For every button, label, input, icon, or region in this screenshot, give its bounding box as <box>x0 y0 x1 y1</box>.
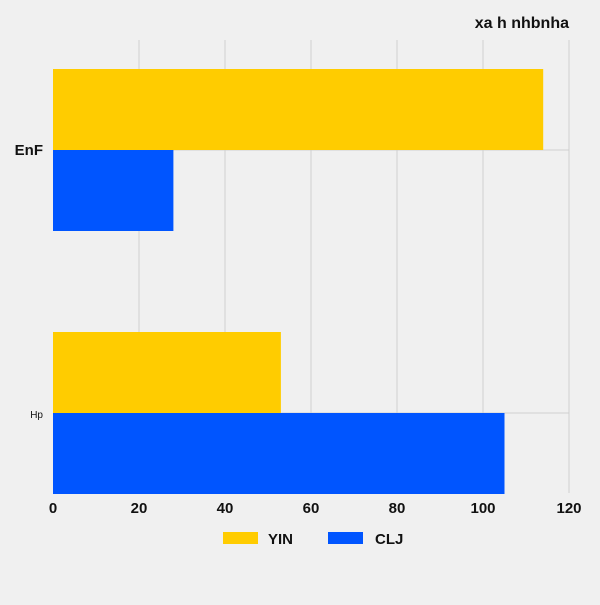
x-tick-label: 60 <box>303 500 320 517</box>
bars <box>53 69 544 494</box>
x-tick-label: 20 <box>131 500 148 517</box>
category-label: EnF <box>15 142 43 159</box>
bar-clj-enf <box>53 150 174 231</box>
x-tick-label: 100 <box>470 500 495 517</box>
category-label: Hp <box>30 410 43 421</box>
category-labels: EnF Hp <box>15 142 44 421</box>
legend-swatch-clj <box>328 532 363 544</box>
legend-swatch-yin <box>223 532 258 544</box>
bar-yin-enf <box>53 69 544 150</box>
legend-label-yin: YIN <box>268 531 293 548</box>
x-axis-tick-labels: 0 20 40 60 80 100 120 <box>49 500 582 517</box>
bar-clj-hp <box>53 413 505 494</box>
bar-yin-hp <box>53 332 281 413</box>
x-tick-label: 40 <box>217 500 234 517</box>
x-tick-label: 0 <box>49 500 57 517</box>
chart-title: xa h nhbnha <box>475 15 569 32</box>
x-tick-label: 120 <box>556 500 581 517</box>
legend-label-clj: CLJ <box>375 531 403 548</box>
x-tick-label: 80 <box>389 500 406 517</box>
legend: YIN CLJ <box>223 531 403 548</box>
